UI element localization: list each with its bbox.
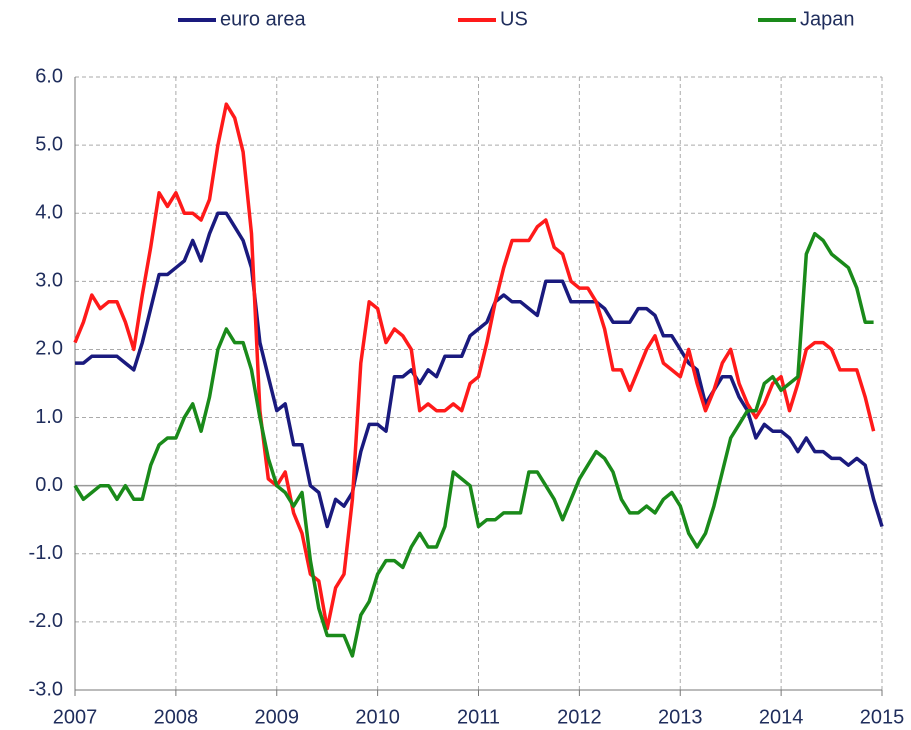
y-tick-label: 2.0 bbox=[35, 338, 63, 360]
x-tick-label: 2010 bbox=[355, 706, 400, 728]
legend-label: US bbox=[500, 8, 528, 30]
series-line bbox=[73, 102, 876, 631]
x-tick-label: 2012 bbox=[557, 706, 602, 728]
x-tick-label: 2011 bbox=[457, 706, 500, 728]
y-tick-label: -1.0 bbox=[29, 542, 63, 564]
y-tick-label: -2.0 bbox=[29, 610, 63, 632]
x-tick-label: 2013 bbox=[658, 706, 703, 728]
series-line bbox=[73, 231, 874, 658]
y-tick-label: 1.0 bbox=[35, 406, 63, 428]
x-tick-label: 2007 bbox=[53, 706, 98, 728]
x-tick-label: 2015 bbox=[860, 706, 905, 728]
y-tick-label: 5.0 bbox=[35, 133, 63, 155]
y-tick-label: 3.0 bbox=[35, 270, 63, 292]
x-tick-label: 2014 bbox=[759, 706, 804, 728]
legend-label: Japan bbox=[800, 8, 855, 30]
x-tick-label: 2008 bbox=[154, 706, 199, 728]
y-tick-label: -3.0 bbox=[29, 678, 63, 700]
y-tick-label: 6.0 bbox=[35, 65, 63, 87]
y-tick-label: 4.0 bbox=[35, 202, 63, 224]
legend-label: euro area bbox=[220, 8, 306, 30]
y-tick-label: 0.0 bbox=[35, 474, 63, 496]
x-tick-label: 2009 bbox=[255, 706, 300, 728]
